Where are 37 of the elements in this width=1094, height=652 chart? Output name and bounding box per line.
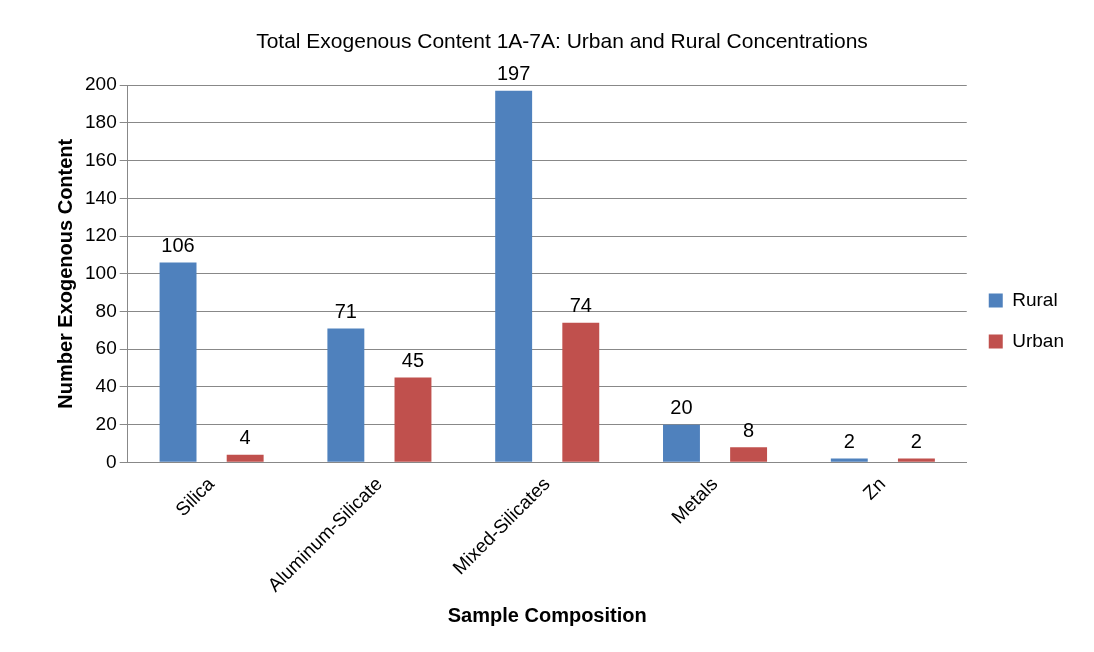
- data-label: 45: [401, 349, 425, 372]
- legend-label: Rural: [1012, 288, 1058, 310]
- bar: [226, 454, 264, 462]
- y-tick-label: 200: [85, 73, 117, 95]
- y-tick-label: 0: [106, 450, 117, 472]
- bar: [495, 90, 533, 462]
- y-tick-label: 60: [95, 337, 117, 359]
- bar: [730, 447, 768, 462]
- data-label: 197: [496, 62, 531, 85]
- y-tick-label: 80: [95, 299, 117, 321]
- data-label: 4: [239, 426, 251, 449]
- data-label: 106: [161, 233, 195, 256]
- legend-label: Urban: [1012, 329, 1064, 351]
- y-axis-title: Number Exogenous Content: [53, 138, 76, 409]
- bar: [394, 377, 432, 462]
- data-label: 74: [569, 294, 592, 317]
- bar: [159, 262, 197, 462]
- bar: [327, 328, 365, 462]
- y-tick-label: 180: [85, 111, 117, 133]
- chart-title: Total Exogenous Content 1A-7A: Urban and Rural Concentrations: [256, 29, 868, 53]
- y-tick-label: 160: [85, 148, 117, 170]
- y-tick-label: 20: [95, 412, 117, 434]
- data-label: 2: [843, 430, 855, 453]
- bar: [663, 424, 700, 462]
- y-tick-label: 140: [85, 186, 117, 208]
- bar: [562, 322, 600, 462]
- data-label: 8: [743, 418, 755, 441]
- x-tick-label: Zn: [858, 473, 890, 504]
- data-label: 20: [670, 396, 693, 419]
- y-tick-label: 40: [95, 375, 117, 397]
- data-label: 71: [334, 299, 357, 322]
- x-axis-title: Sample Composition: [447, 603, 647, 626]
- y-tick-label: 100: [85, 262, 117, 284]
- data-label: 2: [910, 430, 922, 453]
- y-tick-label: 120: [85, 224, 117, 246]
- bar: [830, 458, 868, 462]
- bar: [897, 458, 935, 462]
